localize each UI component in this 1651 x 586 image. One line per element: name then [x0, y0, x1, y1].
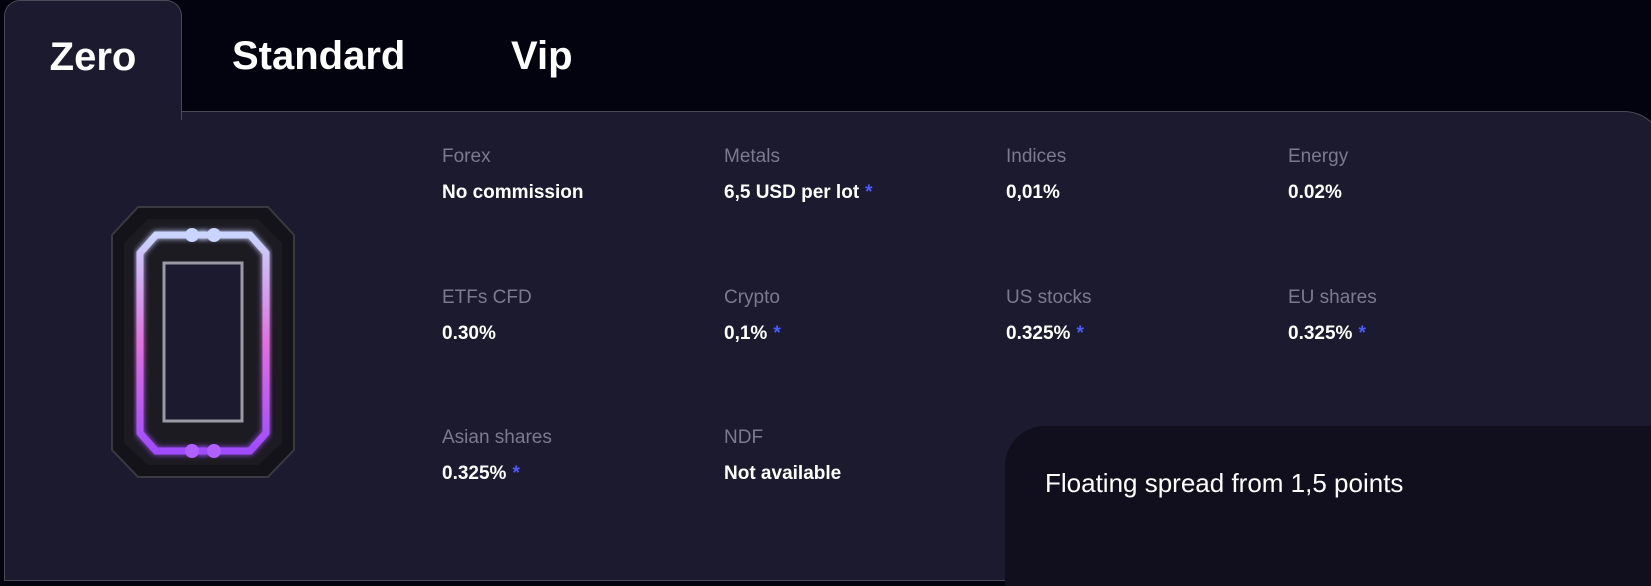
neon-zero-icon — [111, 206, 295, 478]
item-label: EU shares — [1288, 287, 1377, 308]
value-text: 0.02% — [1288, 182, 1342, 203]
value-text: Not available — [724, 463, 842, 484]
item-label: NDF — [724, 427, 764, 448]
asterisk-note: * — [512, 463, 520, 484]
value-text: 0.325% — [1288, 323, 1353, 344]
item-value: 0.325% * — [1006, 322, 1092, 346]
item-asian-shares: Asian shares 0.325% * — [442, 426, 552, 486]
asterisk-note: * — [1076, 323, 1084, 344]
value-text: 0,1% — [724, 323, 768, 344]
value-text: 0,01% — [1006, 182, 1060, 203]
item-value: 0.30% — [442, 322, 532, 346]
asterisk-note: * — [1358, 323, 1366, 344]
item-us-stocks: US stocks 0.325% * — [1006, 286, 1092, 346]
item-forex: Forex No commission — [442, 145, 583, 205]
item-etfs-cfd: ETFs CFD 0.30% — [442, 286, 532, 346]
item-label: US stocks — [1006, 287, 1092, 308]
item-indices: Indices 0,01% — [1006, 145, 1066, 205]
item-label: Crypto — [724, 287, 780, 308]
item-energy: Energy 0.02% — [1288, 145, 1348, 205]
tab-zero[interactable]: Zero — [4, 0, 182, 120]
item-value: 0,1% * — [724, 322, 781, 346]
item-crypto: Crypto 0,1% * — [724, 286, 781, 346]
value-text: 6,5 USD per lot — [724, 182, 860, 203]
spread-note-box: Floating spread from 1,5 points — [1005, 426, 1651, 586]
item-value: 0.02% — [1288, 181, 1348, 205]
item-value: 0.325% * — [1288, 322, 1377, 346]
item-value: 6,5 USD per lot * — [724, 181, 873, 205]
value-text: 0.325% — [442, 463, 507, 484]
item-label: Metals — [724, 146, 780, 167]
item-label: Asian shares — [442, 427, 552, 448]
tab-standard[interactable]: Standard — [232, 34, 406, 78]
item-label: Energy — [1288, 146, 1349, 167]
item-ndf: NDF Not available — [724, 426, 841, 486]
item-value: Not available — [724, 462, 841, 486]
item-value: 0,01% — [1006, 181, 1066, 205]
asterisk-note: * — [773, 323, 781, 344]
item-label: ETFs CFD — [442, 287, 532, 308]
tab-vip[interactable]: Vip — [511, 34, 573, 78]
item-value: No commission — [442, 181, 583, 205]
item-value: 0.325% * — [442, 462, 552, 486]
spread-note: Floating spread from 1,5 points — [1045, 468, 1404, 498]
asterisk-note: * — [865, 182, 873, 203]
item-label: Forex — [442, 146, 491, 167]
value-text: 0.325% — [1006, 323, 1071, 344]
value-text: 0.30% — [442, 323, 496, 344]
item-eu-shares: EU shares 0.325% * — [1288, 286, 1377, 346]
item-label: Indices — [1006, 146, 1067, 167]
value-text: No commission — [442, 182, 584, 203]
item-metals: Metals 6,5 USD per lot * — [724, 145, 873, 205]
